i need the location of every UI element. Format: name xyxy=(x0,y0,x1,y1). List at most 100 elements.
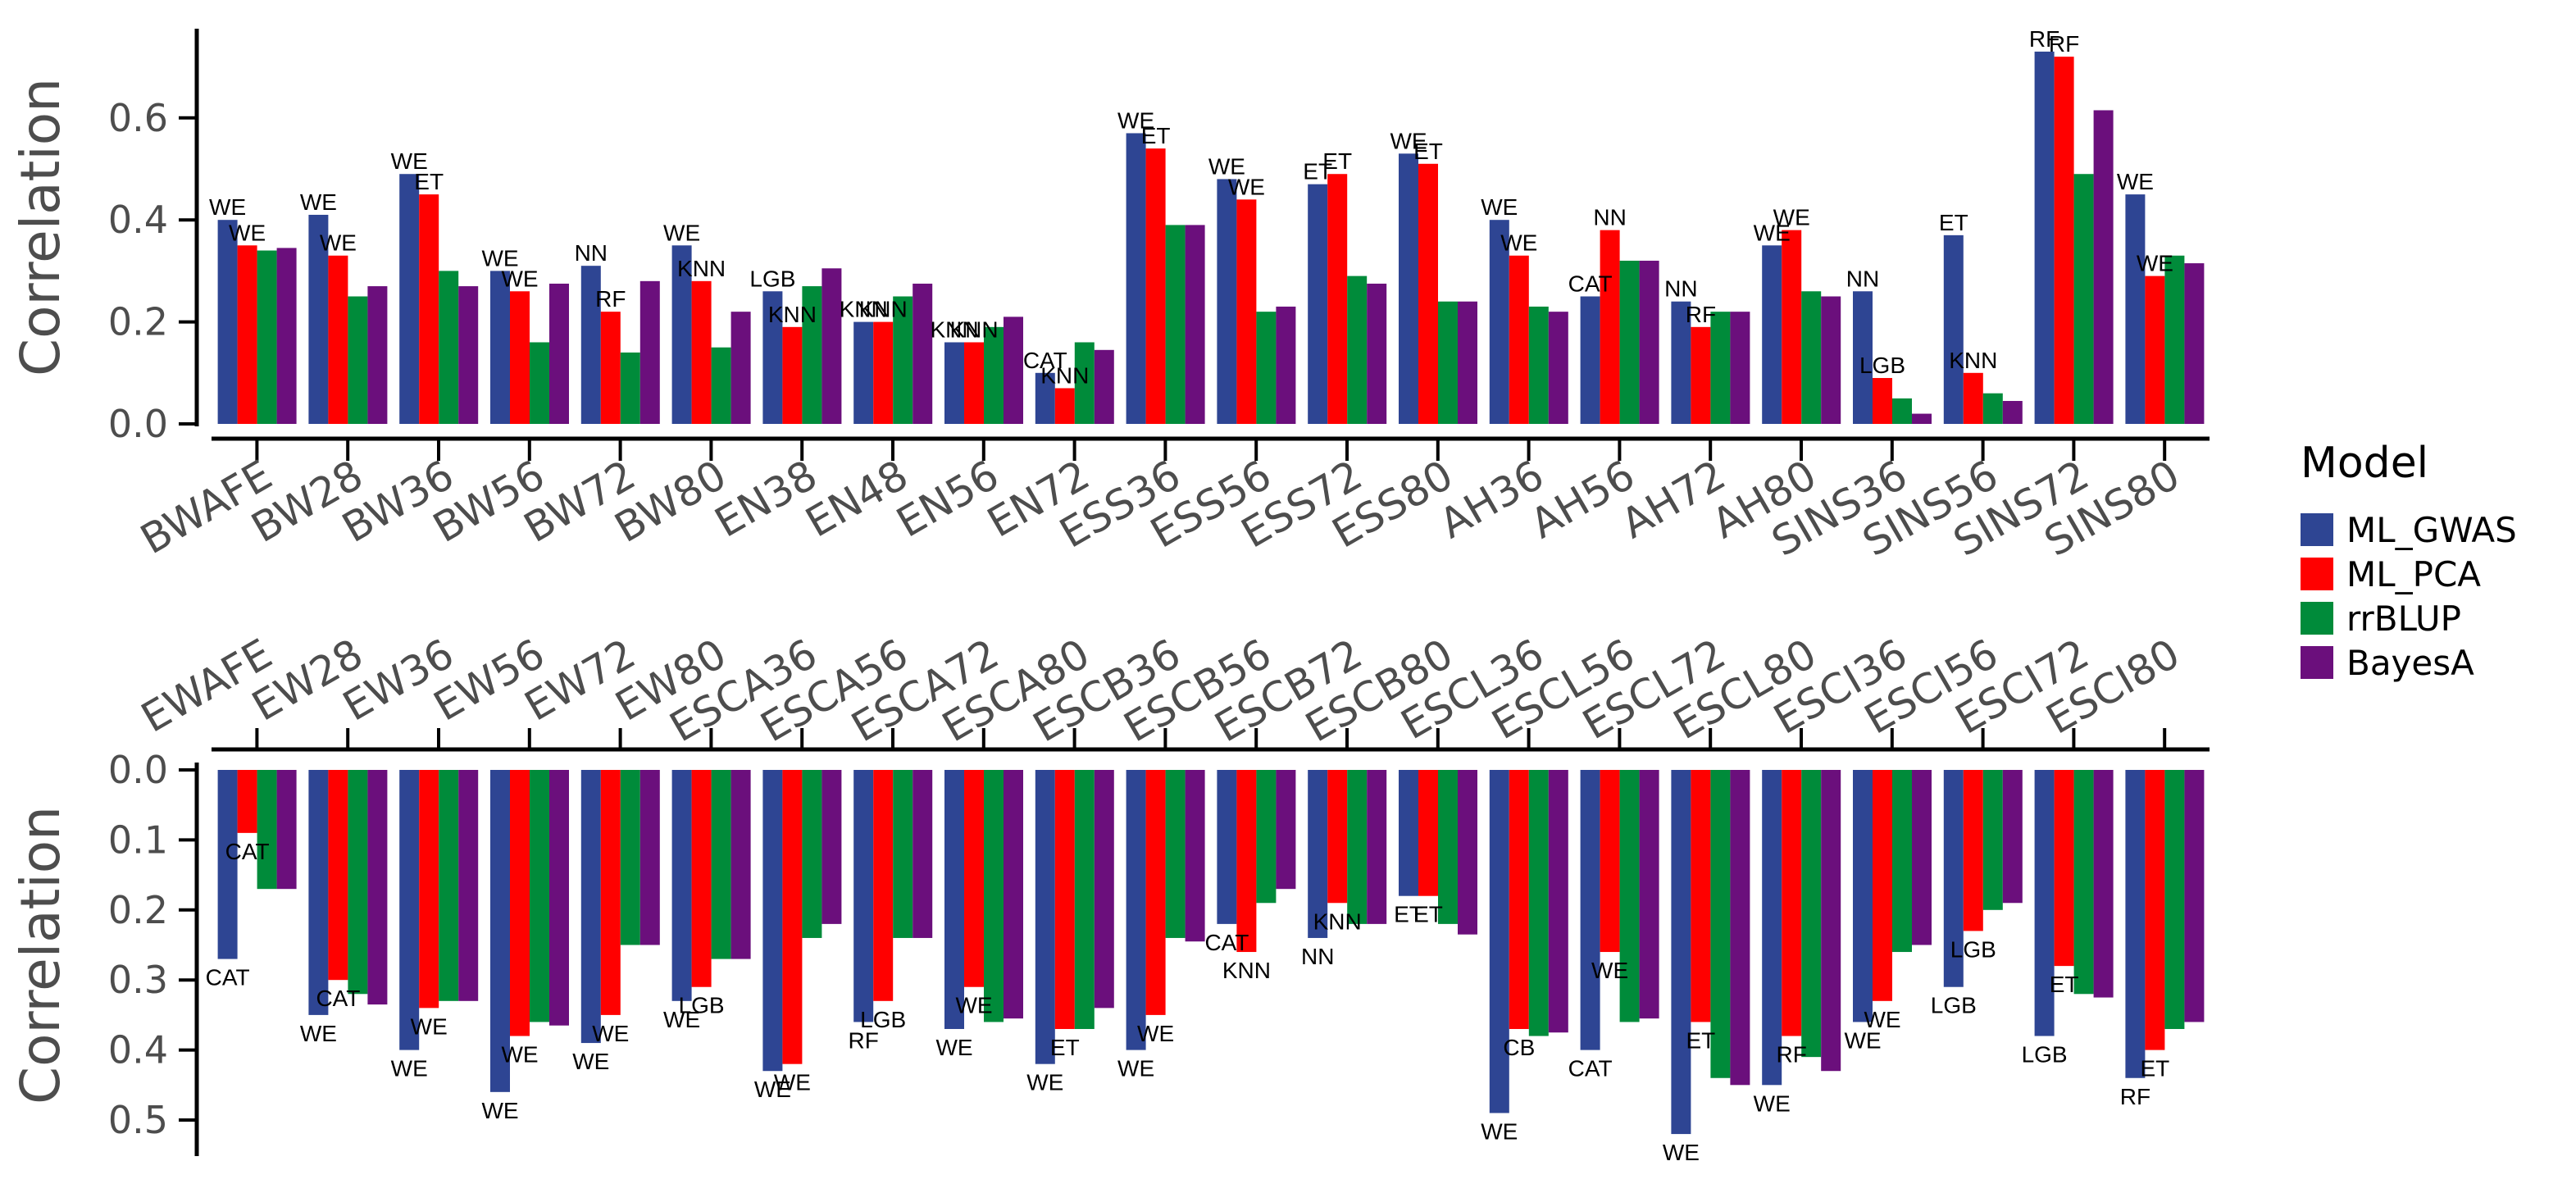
bar-ml-gwas-esci56 xyxy=(1943,770,1964,987)
bar-bayesa-esci36 xyxy=(1912,770,1932,945)
bar-rrblup-esci72 xyxy=(2073,770,2094,995)
bar-label-esci80-ml-pca: ET xyxy=(2141,1056,2170,1081)
bar-bayesa-esca80 xyxy=(1094,770,1114,1009)
bar-ml-gwas-esca56 xyxy=(853,770,874,1022)
bar-rrblup-escl36 xyxy=(1528,770,1549,1036)
y-axis-label: Correlation xyxy=(9,806,72,1104)
bar-label-esca36-ml-pca: WE xyxy=(774,1070,811,1095)
legend-label-rrblup: rrBLUP xyxy=(2346,599,2461,639)
bar-bayesa-escb56 xyxy=(1276,770,1296,890)
bar-label-bw56-ml-gwas: WE xyxy=(481,245,518,271)
bar-ml-pca-bw72 xyxy=(600,312,621,424)
bar-label-ew36-ml-gwas: WE xyxy=(391,1056,428,1081)
bar-label-ess80-ml-pca: ET xyxy=(1413,139,1443,164)
bar-bayesa-ew72 xyxy=(639,770,660,945)
bar-bayesa-bw56 xyxy=(549,283,569,424)
bar-label-bw28-ml-gwas: WE xyxy=(300,189,337,215)
bar-label-en56-ml-gwas: KNN xyxy=(930,316,978,342)
bar-label-ew56-ml-pca: WE xyxy=(501,1042,538,1068)
bar-label-escl56-ml-pca: WE xyxy=(1591,958,1628,983)
bar-bayesa-en72 xyxy=(1094,349,1114,424)
bar-label-bwafe-ml-pca: WE xyxy=(229,220,266,245)
bar-ml-gwas-ew80 xyxy=(671,770,692,1001)
bar-rrblup-ah72 xyxy=(1710,312,1731,424)
bar-label-ess36-ml-pca: ET xyxy=(1141,123,1171,148)
bar-rrblup-bw80 xyxy=(711,347,731,424)
bar-bayesa-ess56 xyxy=(1276,306,1296,424)
bar-ml-pca-sins72 xyxy=(2054,57,2074,424)
bar-rrblup-esci80 xyxy=(2164,770,2185,1029)
bar-label-bw56-ml-pca: WE xyxy=(501,266,538,291)
bar-ml-pca-en38 xyxy=(782,326,803,424)
bar-label-ah80-ml-gwas: WE xyxy=(1754,220,1791,245)
bar-ml-gwas-ew28 xyxy=(308,770,329,1015)
bar-label-sins36-ml-gwas: NN xyxy=(1846,266,1879,291)
bar-rrblup-ess56 xyxy=(1256,312,1277,424)
bar-label-esci80-ml-gwas: RF xyxy=(2120,1084,2150,1109)
bar-ml-gwas-ah80 xyxy=(1762,245,1782,424)
bar-label-en72-ml-gwas: CAT xyxy=(1023,348,1067,373)
bar-rrblup-bw36 xyxy=(439,271,459,424)
bar-bayesa-escb72 xyxy=(1367,770,1387,924)
bar-rrblup-ew36 xyxy=(439,770,459,1001)
bar-rrblup-escb36 xyxy=(1165,770,1186,938)
bar-ml-gwas-ess72 xyxy=(1308,184,1328,424)
bar-bayesa-ew56 xyxy=(549,770,569,1026)
bar-label-sins56-ml-pca: KNN xyxy=(1949,348,1997,373)
bar-bayesa-esca36 xyxy=(821,770,842,924)
bar-label-bw80-ml-gwas: WE xyxy=(663,220,700,245)
bar-ml-gwas-esca72 xyxy=(944,770,964,1029)
bar-ml-pca-esci36 xyxy=(1873,770,1892,1001)
bar-label-ew72-ml-gwas: WE xyxy=(572,1049,609,1074)
bar-bayesa-esci56 xyxy=(2002,770,2023,904)
bar-ml-gwas-en48 xyxy=(853,321,874,424)
bar-label-ah72-ml-pca: RF xyxy=(1686,302,1716,327)
bar-label-sins36-ml-pca: LGB xyxy=(1859,353,1905,378)
bar-label-ah56-ml-gwas: CAT xyxy=(1568,271,1613,297)
bar-bayesa-esci72 xyxy=(2093,770,2114,998)
bar-label-esci36-ml-pca: WE xyxy=(1864,1007,1900,1032)
bar-rrblup-bw28 xyxy=(348,296,368,424)
bar-label-bw72-ml-gwas: NN xyxy=(575,240,608,266)
bar-ml-pca-bw56 xyxy=(510,291,530,424)
y-tick-label: 0.6 xyxy=(108,96,168,140)
legend-item-ml-gwas: ML_GWAS xyxy=(2301,510,2517,550)
bar-rrblup-en48 xyxy=(893,296,913,424)
bar-ml-pca-ess56 xyxy=(1236,199,1257,424)
bar-ml-pca-ew72 xyxy=(600,770,621,1015)
bar-ml-gwas-esca36 xyxy=(762,770,783,1072)
bar-rrblup-esca80 xyxy=(1074,770,1095,1029)
bar-label-escb56-ml-gwas: CAT xyxy=(1204,930,1249,955)
bar-ml-gwas-bw80 xyxy=(671,245,692,424)
bar-label-esca56-ml-gwas: RF xyxy=(849,1027,879,1053)
bar-bayesa-esca72 xyxy=(1004,770,1023,1019)
bar-label-bw72-ml-pca: RF xyxy=(595,286,626,312)
bar-ml-pca-esca36 xyxy=(782,770,803,1064)
legend-item-ml-pca: ML_PCA xyxy=(2301,554,2481,594)
bar-label-ewafe-ml-pca: CAT xyxy=(225,839,270,864)
legend-swatch-ml-pca xyxy=(2301,558,2333,590)
bar-ml-gwas-esci80 xyxy=(2125,770,2146,1078)
bar-ml-gwas-ew72 xyxy=(580,770,601,1044)
bar-bayesa-bw36 xyxy=(458,286,479,424)
y-tick-label: 0.5 xyxy=(108,1098,168,1142)
legend-label-ml-gwas: ML_GWAS xyxy=(2346,510,2517,550)
bar-ml-pca-en48 xyxy=(873,321,894,424)
y-tick-label: 0.0 xyxy=(108,748,168,792)
bar-rrblup-ah80 xyxy=(1801,291,1822,424)
bar-ml-pca-ess36 xyxy=(1145,148,1166,424)
bar-label-en72-ml-pca: KNN xyxy=(1040,362,1089,388)
legend-title: Model xyxy=(2301,439,2428,488)
bar-bayesa-escl56 xyxy=(1639,770,1659,1019)
bar-ml-pca-esca72 xyxy=(964,770,984,987)
bar-rrblup-escl80 xyxy=(1801,770,1822,1058)
bar-ml-gwas-sins56 xyxy=(1943,235,1964,424)
bar-ml-gwas-bw28 xyxy=(308,214,329,424)
bar-label-esci56-ml-gwas: LGB xyxy=(1931,993,1977,1018)
bar-label-esci36-ml-gwas: WE xyxy=(1844,1027,1881,1053)
legend-swatch-bayesa xyxy=(2301,646,2333,679)
x-tick-label-en48: EN48 xyxy=(798,451,916,547)
bar-rrblup-ess36 xyxy=(1165,225,1186,424)
bar-label-escb72-ml-pca: KNN xyxy=(1313,908,1362,934)
bar-rrblup-en38 xyxy=(802,286,822,424)
